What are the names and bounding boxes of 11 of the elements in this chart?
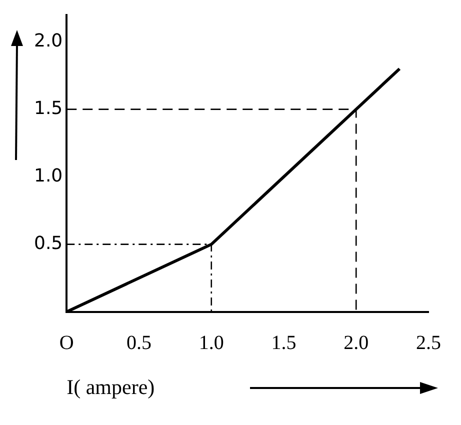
x-tick-label: 1.0 <box>198 332 224 354</box>
x-tick-label: 1.5 <box>271 332 296 354</box>
y-tick-label: 1.0 <box>34 165 63 186</box>
x-tick-label: 0.5 <box>126 332 152 354</box>
y-tick-label: 0.5 <box>34 232 63 254</box>
x-tick-label: O <box>59 332 74 354</box>
x-axis-title: I( ampere) <box>66 374 155 399</box>
x-tick-label: 2.5 <box>416 332 441 354</box>
x-tick-label: 2.0 <box>344 332 369 354</box>
y-tick-label: 2.0 <box>34 30 63 52</box>
y-tick-label: 1.5 <box>34 98 63 119</box>
